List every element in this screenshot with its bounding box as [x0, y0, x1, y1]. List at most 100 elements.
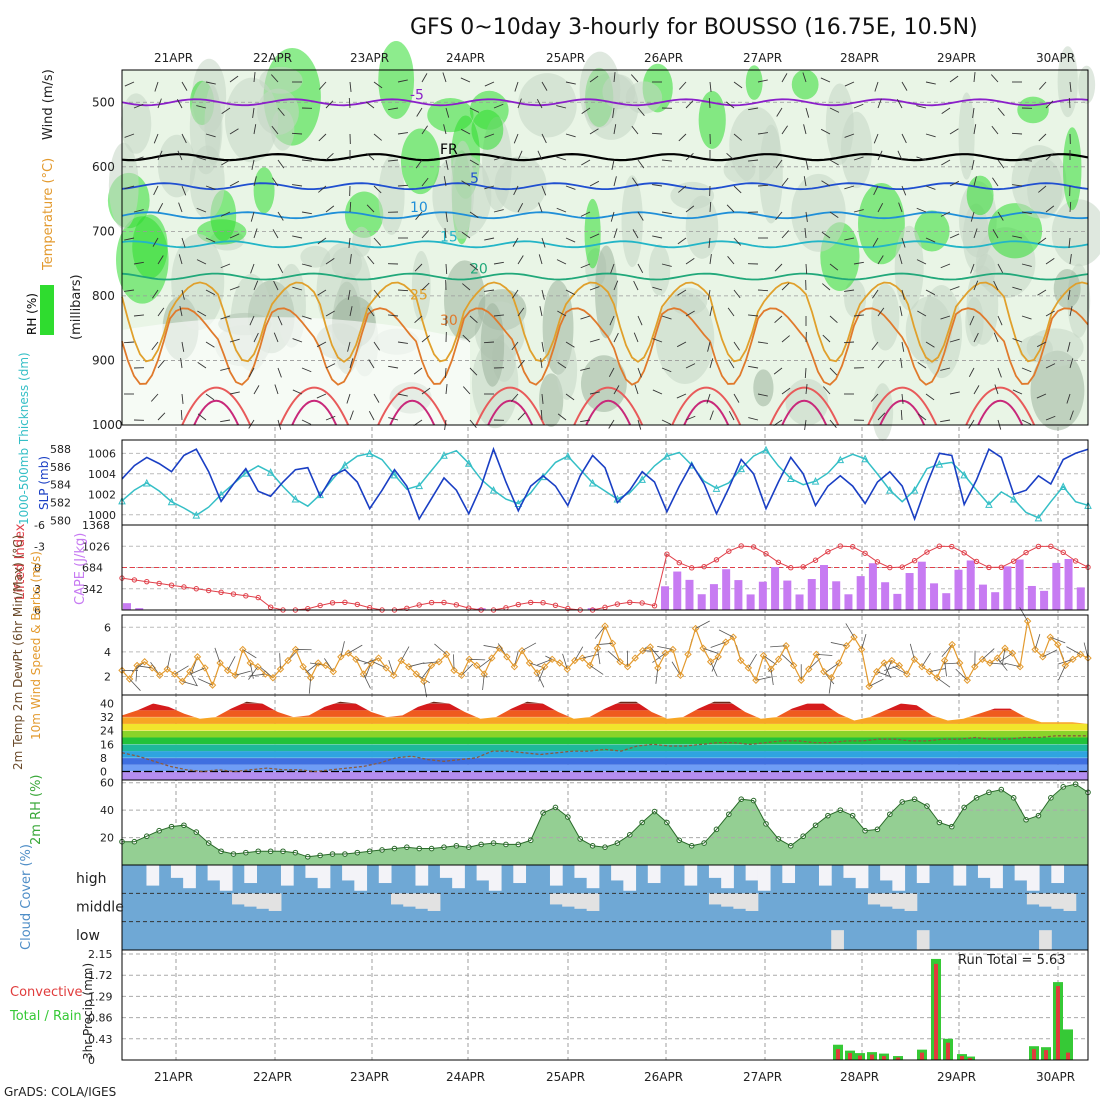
wind-barb [748, 365, 759, 369]
wind-barb [1067, 289, 1071, 300]
warm-loop [377, 386, 448, 426]
wind-barb [949, 128, 959, 135]
cape-bar [746, 594, 755, 610]
wind-barb-10m [227, 656, 236, 671]
wind-barb [872, 237, 879, 247]
wind-marker [586, 661, 594, 670]
wind-barb [373, 185, 382, 194]
wind-barb [610, 211, 615, 222]
wind-barb-10m [1058, 665, 1066, 681]
ylabel-temperature: Temperature (°C) [41, 158, 56, 271]
wind-barb [292, 389, 303, 395]
wind-marker [163, 665, 171, 673]
wind-barb [728, 359, 735, 369]
wind-marker [140, 658, 149, 666]
wind-barb-10m [279, 653, 281, 670]
wind-barb [484, 133, 495, 138]
temp-band [122, 737, 1088, 745]
lifted-marker [961, 550, 967, 556]
wind-barb [421, 387, 431, 395]
wind-barb [153, 185, 159, 196]
wind-barb [469, 263, 479, 271]
cloud-gap-low [1039, 930, 1052, 950]
wind-barb [292, 338, 303, 343]
cloud-gap-high [708, 865, 722, 878]
thickness-marker [836, 455, 845, 464]
rh-blob [625, 81, 663, 114]
thickness-marker [985, 500, 993, 508]
wind-barb-10m [538, 666, 545, 682]
wind-barb [917, 413, 927, 421]
lifted-marker [664, 551, 670, 557]
wind-barb [853, 209, 864, 213]
wind-barb-10m [642, 650, 659, 652]
rh-blob [729, 106, 780, 184]
lifted-marker [862, 550, 868, 556]
wind-barb-10m [453, 654, 455, 671]
wind-barb [1038, 81, 1047, 90]
precip-conv-bar [968, 1058, 972, 1060]
wind-barb [637, 263, 644, 274]
wind-barb [677, 289, 687, 296]
thickness-marker [737, 464, 746, 473]
wind-barb [829, 263, 839, 271]
wind-barb [1036, 393, 1047, 399]
wind-barb [677, 237, 687, 245]
wind-barb [1067, 341, 1071, 352]
ylabel-precip-mm: 3hr Precip (mm) [81, 963, 95, 1060]
cloud-layer-label: high [76, 871, 107, 887]
wind-barb [676, 393, 687, 399]
wind-barb [180, 358, 183, 369]
wind-barb [556, 207, 567, 213]
wind-marker [918, 662, 926, 671]
wind-barb [1069, 358, 1074, 369]
wind-barb [775, 159, 783, 169]
wind-barb [613, 72, 616, 83]
wind-barb [205, 341, 215, 348]
wind-barb [512, 289, 519, 299]
wind-barb [229, 286, 240, 291]
wind-barb [685, 205, 695, 213]
wind-barb [633, 280, 639, 291]
wind-barb [652, 389, 663, 395]
panel-frame-precip [121, 949, 1089, 1061]
wind-barb-10m [589, 665, 604, 675]
wind-barb-10m [755, 676, 772, 681]
wind-barb [250, 211, 255, 222]
wind-barb [637, 107, 645, 116]
wind-barb-10m [876, 671, 892, 678]
cloud-gap-middle [268, 893, 282, 911]
wind-barb [707, 289, 711, 300]
wind-barb-10m [830, 642, 847, 647]
wind-barb [541, 237, 546, 248]
wind-barb-10m [989, 662, 1006, 665]
cloud-gap-high [977, 865, 991, 878]
cloud-gap-high [611, 865, 624, 881]
wind-barb-10m [478, 657, 493, 669]
wind-marker [933, 674, 941, 682]
wind-barb [510, 393, 519, 402]
wind-barb-10m [461, 663, 474, 676]
thickness-marker [886, 485, 894, 494]
wind-barb [973, 332, 979, 343]
wind-barb [253, 332, 259, 343]
wind-barb [253, 228, 258, 239]
wind-barb [197, 310, 207, 317]
wind-barb [776, 107, 783, 117]
thickness-marker [663, 451, 671, 460]
thickness-marker [1009, 494, 1018, 503]
wind-barb-10m [828, 677, 832, 694]
wind-marker [457, 671, 466, 680]
date-label-bottom: 24APR [446, 1070, 485, 1084]
wind-barb [538, 202, 543, 213]
wind-barb [589, 338, 600, 343]
wind-marker [1069, 655, 1077, 664]
wind-barb [397, 289, 409, 292]
wind-barb [397, 184, 409, 187]
wind-barb [180, 409, 183, 421]
lifted-marker [763, 551, 769, 557]
wind-barb [133, 156, 144, 161]
wind-barb-10m [997, 657, 1008, 671]
wind-barb [972, 107, 975, 118]
wind-barb [517, 360, 525, 369]
